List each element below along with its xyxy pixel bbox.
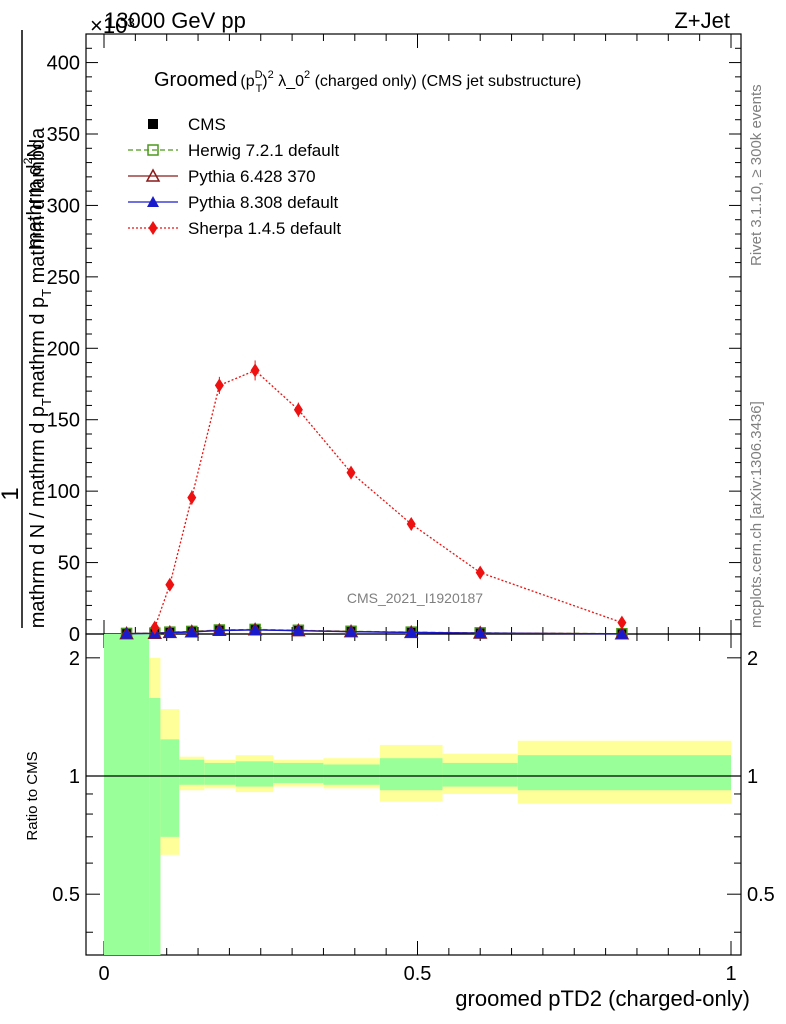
ratio-stat-uncertainty-band (160, 739, 180, 837)
ratio-y-tick-label-left: 2 (69, 648, 80, 670)
ratio-y-axis-label: Ratio to CMS (24, 751, 41, 840)
series-point-pythia-8-308-default (185, 626, 198, 637)
series-point-sherpa-1-4-5-default (406, 517, 416, 531)
header-energy: 13000 GeV pp (104, 8, 246, 33)
main-y-tick-label: 150 (47, 410, 80, 432)
main-plot-frame (85, 33, 742, 635)
ratio-stat-uncertainty-band (442, 762, 518, 787)
series-point-sherpa-1-4-5-default (475, 565, 485, 580)
mcplots-info: mcplots.cern.ch [arXiv:1306.3436] (748, 401, 765, 628)
watermark-analysis-id: CMS_2021_I1920187 (347, 590, 483, 606)
ratio-y-tick-label-left: 0.5 (52, 884, 80, 906)
rivet-info: Rivet 3.1.10, ≥ 300k events (748, 84, 765, 266)
legend-label-pythia-6-428-370: Pythia 6.428 370 (188, 167, 316, 186)
legend-marker-cms (148, 119, 158, 129)
ratio-y-tick-label-left: 1 (69, 766, 80, 788)
plot-title: Groomed (pD T)2 λ_02 (charged only) (CMS j… (154, 69, 581, 95)
main-y-tick-label: 100 (47, 481, 80, 503)
legend-label-cms: CMS (188, 115, 226, 134)
ratio-y-tick-label-right: 2 (747, 648, 758, 670)
main-y-tick-label: 0 (69, 624, 80, 646)
ratio-stat-uncertainty-band (235, 761, 274, 787)
y-label-denominator: mathrm d N / mathrm d pTmathrm d pT math… (27, 127, 54, 628)
series-point-pythia-8-308-default (213, 624, 226, 636)
series-point-pythia-8-308-default (405, 626, 418, 638)
legend-label-sherpa-1-4-5-default: Sherpa 1.4.5 default (188, 219, 341, 238)
series-point-sherpa-1-4-5-default (165, 577, 175, 592)
series-point-pythia-8-308-default (249, 624, 262, 635)
series-point-pythia-8-308-default (345, 625, 358, 637)
series-point-sherpa-1-4-5-default (150, 620, 160, 635)
series-point-sherpa-1-4-5-default (617, 615, 627, 630)
ratio-y-tick-label-right: 0.5 (747, 884, 775, 906)
main-y-tick-label: 350 (47, 124, 80, 146)
ratio-stat-uncertainty-band (104, 634, 150, 955)
ratio-stat-uncertainty-band (379, 758, 443, 791)
main-y-tick-label: 200 (47, 338, 80, 360)
main-y-tick-label: 50 (58, 553, 80, 575)
header-process: Z+Jet (674, 8, 730, 33)
legend-label-herwig-7-2-1-default: Herwig 7.2.1 default (188, 141, 339, 160)
ratio-stat-uncertainty-band (323, 764, 380, 785)
series-point-pythia-8-308-default (120, 627, 133, 639)
series-line-sherpa-1-4-5-default (154, 369, 623, 628)
ratio-y-tick-label-right: 1 (747, 766, 758, 788)
ratio-stat-uncertainty-band (517, 755, 731, 791)
ratio-stat-uncertainty-band (204, 762, 236, 785)
ratio-stat-uncertainty-band (179, 759, 205, 785)
ratio-x-tick-label: 0 (98, 963, 109, 985)
series-point-sherpa-1-4-5-default (214, 378, 224, 393)
series-point-pythia-8-308-default (615, 627, 628, 639)
legend-marker-herwig-7-2-1-default (147, 144, 159, 156)
main-y-tick-label: 300 (47, 195, 80, 217)
series-point-pythia-8-308-default (292, 624, 305, 636)
series-point-pythia-8-308-default (474, 627, 487, 639)
legend-label-pythia-8-308-default: Pythia 8.308 default (188, 193, 339, 212)
main-y-axis-label: 1 mathrm d2N mathrm d N / mathrm d pTmat… (0, 30, 54, 628)
header-exponent: ×10³ (90, 13, 135, 38)
ratio-stat-uncertainty-band (149, 698, 161, 955)
y-label-numerator: mathrm d2N (21, 143, 46, 249)
x-axis-label: groomed pTD2 (charged-only) (455, 986, 750, 1011)
ratio-x-tick-label: 1 (725, 963, 736, 985)
series-point-pythia-8-308-default (163, 626, 176, 638)
ratio-stat-uncertainty-band (273, 762, 324, 783)
series-point-sherpa-1-4-5-default (293, 402, 303, 417)
series-point-sherpa-1-4-5-default (250, 363, 260, 378)
y-label-one: 1 (0, 487, 24, 500)
legend-marker-sherpa-1-4-5-default (148, 221, 158, 235)
series-point-sherpa-1-4-5-default (187, 490, 197, 505)
main-y-tick-label: 250 (47, 267, 80, 289)
legend-marker-pythia-6-428-370 (145, 168, 161, 182)
series-point-sherpa-1-4-5-default (346, 465, 356, 480)
main-y-tick-label: 400 (47, 53, 80, 75)
legend-marker-pythia-8-308-default (147, 196, 159, 207)
ratio-x-tick-label: 0.5 (404, 963, 432, 985)
